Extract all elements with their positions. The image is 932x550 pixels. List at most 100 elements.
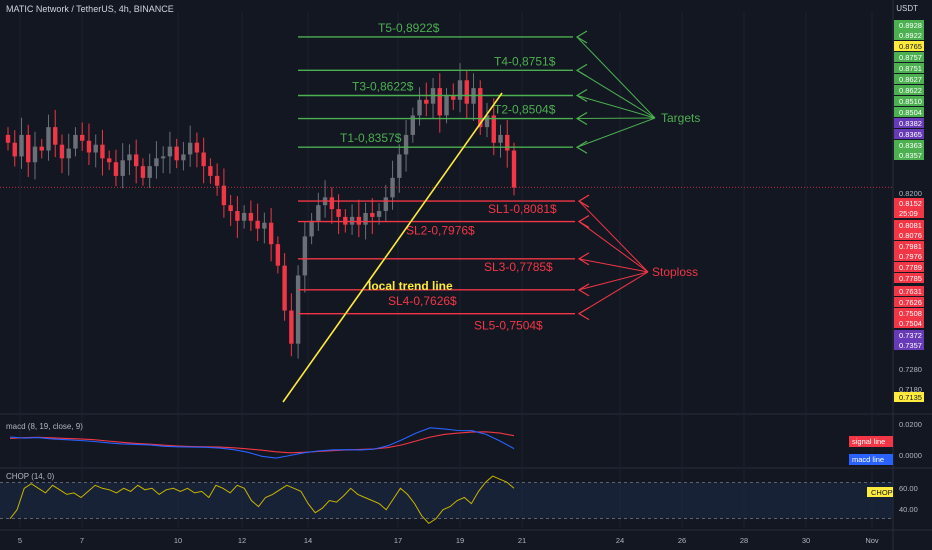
stoploss-fan-line bbox=[578, 221, 649, 273]
candle-body bbox=[66, 148, 71, 159]
x-tick-label: 21 bbox=[518, 536, 526, 545]
stoploss-fan-line bbox=[578, 271, 649, 315]
candle-body bbox=[410, 115, 415, 135]
candle-body bbox=[403, 134, 409, 155]
price-tag-label: 0.7976 bbox=[899, 252, 922, 261]
price-tag bbox=[894, 52, 924, 62]
candle-body bbox=[255, 220, 260, 229]
target-fan-line bbox=[576, 36, 656, 119]
symbol-title: MATIC Network / TetherUS, 4h, BINANCE bbox=[6, 4, 174, 14]
candle-body bbox=[147, 166, 152, 178]
price-tag-label: 0.8928 bbox=[899, 21, 922, 30]
stoploss-label: SL2-0,7976$ bbox=[406, 224, 475, 238]
price-tag-label: 0.7504 bbox=[899, 319, 922, 328]
chop-value-tag bbox=[867, 487, 893, 497]
chop-value-label: CHOP bbox=[871, 488, 893, 497]
candle-body bbox=[309, 220, 314, 237]
macd-panel: signal line macd line bbox=[9, 427, 893, 465]
target-label: T1-0,8357$ bbox=[340, 131, 402, 145]
macd-y-tick: 0.0000 bbox=[899, 451, 922, 460]
price-tag bbox=[894, 118, 924, 128]
arrow-head-icon bbox=[577, 252, 590, 266]
candle-body bbox=[241, 212, 247, 221]
candle-body bbox=[397, 154, 402, 178]
candle-body bbox=[194, 142, 200, 153]
candle-body bbox=[498, 134, 503, 143]
candle-body bbox=[457, 80, 463, 100]
candle-body bbox=[46, 127, 51, 151]
price-tag bbox=[894, 241, 924, 251]
x-tick-label: Nov bbox=[865, 536, 879, 545]
chop-panel-title: CHOP (14, 0) bbox=[6, 472, 55, 481]
price-tag-label: 0.8382 bbox=[899, 119, 922, 128]
x-tick-label: 28 bbox=[740, 536, 748, 545]
y-tick-label: 0.7180 bbox=[899, 385, 922, 394]
candle-body bbox=[437, 88, 442, 116]
price-tag bbox=[894, 297, 924, 307]
stoploss-fan-line bbox=[578, 200, 649, 273]
price-tag bbox=[894, 230, 924, 240]
arrow-head-icon bbox=[577, 194, 590, 208]
x-tick-label: 19 bbox=[456, 536, 464, 545]
trend-line bbox=[282, 92, 503, 403]
candle-body bbox=[262, 222, 267, 229]
x-tick-label: 24 bbox=[616, 536, 624, 545]
x-tick-label: 10 bbox=[174, 536, 182, 545]
price-tag-label: 0.8627 bbox=[899, 75, 922, 84]
candle-body bbox=[478, 88, 483, 128]
candle-body bbox=[5, 134, 11, 143]
target-fan-line bbox=[576, 117, 656, 148]
arrow-head-icon bbox=[575, 30, 588, 44]
candle-body bbox=[113, 162, 119, 176]
arrow-head-icon bbox=[575, 63, 588, 77]
candle-body bbox=[383, 197, 389, 212]
candle-body bbox=[329, 197, 335, 210]
target-label: T2-0,8504$ bbox=[494, 103, 556, 117]
price-tag-label: 0.7372 bbox=[899, 331, 922, 340]
target-fan-line bbox=[576, 95, 656, 119]
arrow-head-icon bbox=[577, 283, 590, 297]
chop-y-tick: 60.00 bbox=[899, 484, 918, 493]
candle-body bbox=[32, 146, 38, 163]
trend-line-label: local trend line bbox=[368, 279, 453, 293]
candle-body bbox=[100, 144, 105, 159]
candle-body bbox=[316, 205, 321, 221]
candle-body bbox=[160, 156, 166, 159]
price-tag-label: 0.8751 bbox=[899, 64, 922, 73]
price-tag-label: 0.7357 bbox=[899, 341, 922, 350]
arrow-head-icon bbox=[575, 140, 588, 154]
price-tag-label: 0.8081 bbox=[899, 221, 922, 230]
candle-body bbox=[120, 160, 125, 176]
target-label: T5-0,8922$ bbox=[378, 21, 440, 35]
candle-body bbox=[86, 140, 92, 153]
chop-panel: CHOP bbox=[0, 475, 893, 525]
macd-legend-label: macd line bbox=[852, 455, 884, 464]
price-tag bbox=[894, 251, 924, 261]
signal-legend-label: signal line bbox=[852, 437, 885, 446]
candle-series bbox=[5, 63, 517, 359]
candle-body bbox=[154, 158, 159, 167]
price-tag bbox=[894, 140, 924, 150]
target-fan-line bbox=[576, 69, 656, 119]
price-tag-label: 0.8363 bbox=[899, 141, 922, 150]
price-tag bbox=[894, 308, 924, 318]
candle-body bbox=[235, 211, 240, 221]
price-tag-label: 0.7631 bbox=[899, 287, 922, 296]
price-tag bbox=[894, 286, 924, 296]
axes: 5710121417192124262830Nov0.82000.74000.7… bbox=[18, 20, 924, 545]
candle-body bbox=[295, 275, 301, 344]
stoploss-fan-line bbox=[578, 271, 649, 291]
price-tag bbox=[894, 262, 924, 272]
stoploss-fan-line bbox=[578, 258, 649, 273]
candle-body bbox=[268, 222, 274, 245]
candle-body bbox=[349, 216, 355, 225]
candle-body bbox=[214, 175, 220, 186]
candle-body bbox=[464, 80, 469, 104]
candle-body bbox=[174, 146, 179, 161]
candle-body bbox=[451, 95, 456, 100]
price-tag-label: 0.8357 bbox=[899, 151, 922, 160]
candle-body bbox=[356, 216, 362, 225]
target-label: T3-0,8622$ bbox=[352, 80, 414, 94]
countdown-label: 25:09 bbox=[899, 209, 918, 218]
